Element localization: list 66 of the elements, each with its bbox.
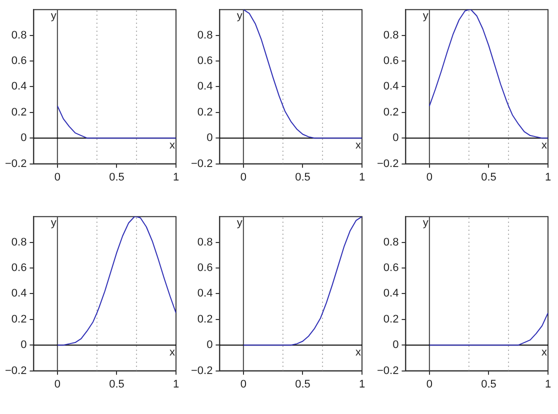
y-tick-label: 0.6 (197, 55, 213, 68)
y-tick-label: 0 (20, 339, 27, 352)
y-tick-label: −0.2 (376, 364, 399, 377)
y-tick-label: 0.2 (11, 106, 27, 118)
y-tick-label: 0.8 (383, 29, 399, 42)
y-tick-label: 0.2 (11, 313, 27, 326)
x-tick-label: 1 (544, 378, 552, 390)
x-tick-label: 0.5 (109, 378, 124, 390)
x-tick-label: 1 (172, 378, 180, 390)
y-tick-label: 0.6 (197, 262, 213, 274)
ref-line-label: x (542, 140, 548, 152)
y-tick-label: 0.2 (197, 106, 213, 118)
y-tick-label: −0.2 (376, 158, 399, 170)
y-tick-label: 0.6 (383, 55, 399, 68)
y-tick-label: 0.4 (11, 288, 27, 300)
y-tick-label: 0 (392, 339, 399, 352)
y-tick-label: 0 (392, 132, 399, 144)
ref-line-label: x (170, 346, 176, 359)
x-tick-label: 0 (54, 378, 60, 390)
y-tick-label: 0.4 (197, 80, 213, 93)
y-tick-label: −0.2 (4, 364, 27, 377)
ref-line-label: x (356, 140, 362, 152)
y-tick-label: 0.4 (383, 80, 399, 93)
y-tick-label: 0.4 (197, 288, 213, 300)
ref-line-label: x (356, 346, 362, 359)
ref-line-label: y (50, 10, 57, 22)
y-tick-label: −0.2 (190, 364, 213, 377)
y-tick-label: −0.2 (4, 158, 27, 170)
y-tick-label: 0 (206, 132, 213, 144)
y-tick-label: 0.8 (11, 236, 27, 248)
y-tick-label: 0.4 (11, 80, 27, 93)
x-tick-label: 0.5 (295, 378, 310, 390)
x-tick-label: 0.5 (481, 171, 496, 184)
x-tick-label: 1 (358, 171, 366, 184)
ref-line-label: y (50, 217, 57, 230)
ref-line-label: y (236, 217, 243, 230)
x-tick-label: 0 (240, 171, 246, 184)
x-tick-label: 0.5 (295, 171, 310, 184)
x-tick-label: 0 (426, 171, 432, 184)
y-tick-label: 0.8 (197, 236, 213, 248)
ref-line-label: y (236, 10, 243, 22)
y-tick-label: 0.8 (383, 236, 399, 248)
y-tick-label: 0.8 (11, 29, 27, 42)
x-tick-label: 1 (358, 378, 366, 390)
ref-line-label: y (422, 217, 429, 230)
x-tick-label: 0 (426, 378, 432, 390)
y-tick-label: 0.2 (383, 313, 399, 326)
y-tick-label: −0.2 (190, 158, 213, 170)
ref-line-label: x (170, 140, 176, 152)
y-tick-label: 0.6 (11, 262, 27, 274)
ref-line-label: x (542, 346, 548, 359)
y-tick-label: 0.8 (197, 29, 213, 42)
x-tick-label: 1 (544, 171, 552, 184)
y-tick-label: 0.6 (383, 262, 399, 274)
y-tick-label: 0.2 (383, 106, 399, 118)
y-tick-label: 0.6 (11, 55, 27, 68)
x-tick-label: 0.5 (481, 378, 496, 390)
x-tick-label: 0.5 (109, 171, 124, 184)
y-tick-label: 0 (20, 132, 27, 144)
y-tick-label: 0 (206, 339, 213, 352)
y-tick-label: 0.2 (197, 313, 213, 326)
x-tick-label: 0 (54, 171, 60, 184)
x-tick-label: 1 (172, 171, 180, 184)
ref-line-label: y (422, 10, 429, 22)
x-tick-label: 0 (240, 378, 246, 390)
y-tick-label: 0.4 (383, 288, 399, 300)
